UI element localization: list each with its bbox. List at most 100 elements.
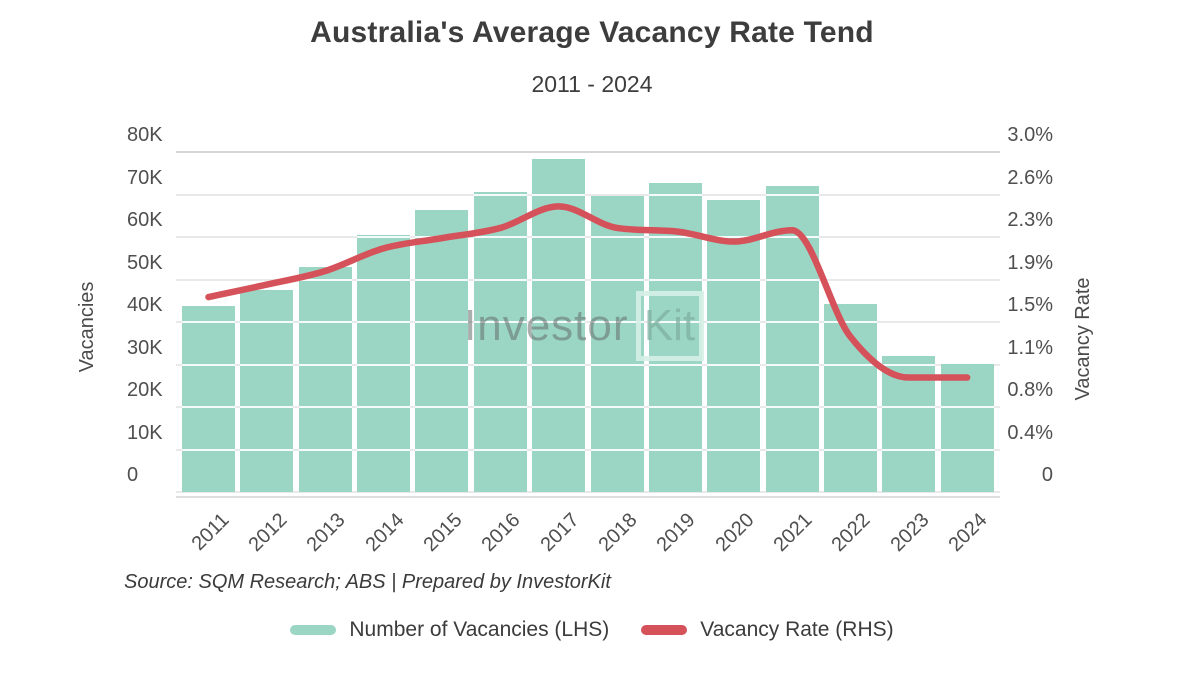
bar-gridline-stripe	[532, 321, 586, 323]
legend-item-vacancies: Number of Vacancies (LHS)	[290, 618, 609, 642]
bar-gridline-stripe	[473, 406, 527, 408]
legend: Number of Vacancies (LHS) Vacancy Rate (…	[0, 618, 1184, 642]
legend-swatch-line	[641, 625, 688, 635]
bar-gridline-stripe	[590, 278, 644, 281]
bar-gridline-stripe	[298, 363, 352, 366]
bar-gridline-stripe	[707, 278, 761, 281]
bar-gridline-stripe	[357, 278, 411, 281]
bar-gridline-stripe	[532, 193, 586, 196]
left-tick-label: 60K	[127, 209, 163, 231]
bar-gridline-stripe	[298, 448, 352, 451]
gridline	[176, 193, 1000, 196]
bar-gridline-stripe	[765, 363, 819, 366]
bar-gridline-stripe	[648, 448, 702, 451]
bar-gridline-stripe	[765, 448, 819, 451]
bar-gridline-stripe	[765, 193, 819, 196]
bar-2021	[765, 186, 819, 492]
gridline	[176, 236, 1000, 238]
bar-gridline-stripe	[707, 236, 761, 238]
bar-gridline-stripe	[240, 321, 294, 323]
gridline	[176, 491, 1000, 493]
bar-gridline-stripe	[940, 448, 994, 451]
bar-gridline-stripe	[648, 321, 702, 323]
bar-gridline-stripe	[357, 406, 411, 408]
right-tick-label: 0.4%	[1007, 421, 1053, 444]
bar-2014	[357, 234, 411, 492]
bar-2020	[707, 200, 761, 492]
bar-gridline-stripe	[823, 321, 877, 323]
left-axis-title: Vacancies	[76, 281, 98, 373]
gridline	[176, 321, 1000, 323]
right-tick-label: 3.0%	[1007, 124, 1053, 146]
bar-gridline-stripe	[707, 406, 761, 408]
bar-gridline-stripe	[707, 448, 761, 451]
vacancy-rate-line	[205, 203, 971, 381]
bar-gridline-stripe	[473, 363, 527, 366]
bar-gridline-stripe	[590, 406, 644, 408]
bar-gridline-stripe	[357, 236, 411, 238]
gridline	[176, 448, 1000, 451]
bar-gridline-stripe	[182, 406, 235, 408]
bar-gridline-stripe	[765, 236, 819, 238]
left-tick-label: 40K	[127, 294, 163, 316]
left-tick-label: 80K	[127, 124, 163, 146]
rate-line-path	[205, 203, 971, 381]
bar-gridline-stripe	[182, 321, 235, 323]
bar-gridline-stripe	[473, 236, 527, 238]
bar-gridline-stripe	[182, 363, 235, 366]
bar-gridline-stripe	[648, 193, 702, 196]
bar-gridline-stripe	[415, 363, 469, 366]
bar-gridline-stripe	[707, 321, 761, 323]
bar-gridline-stripe	[648, 278, 702, 281]
bar-gridline-stripe	[823, 448, 877, 451]
bar-gridline-stripe	[298, 406, 352, 408]
bar-gridline-stripe	[648, 236, 702, 238]
left-tick-label: 20K	[127, 379, 163, 401]
source-note: Source: SQM Research; ABS | Prepared by …	[124, 571, 611, 593]
left-tick-label: 0	[127, 464, 139, 486]
bar-2011	[182, 305, 235, 492]
bar-2016	[473, 191, 527, 492]
gridline	[176, 151, 1000, 153]
chart-subtitle: 2011 - 2024	[531, 71, 653, 97]
right-tick-label: 1.1%	[1007, 336, 1053, 359]
bar-gridline-stripe	[415, 321, 469, 323]
bar-gridline-stripe	[415, 278, 469, 281]
legend-item-rate: Vacancy Rate (RHS)	[641, 618, 894, 642]
bar-2017	[532, 158, 586, 492]
left-tick-label: 50K	[127, 251, 163, 274]
right-tick-label: 0	[1041, 464, 1053, 486]
bar-2024	[940, 364, 994, 492]
bar-gridline-stripe	[765, 321, 819, 323]
legend-swatch-bar	[290, 625, 337, 635]
bar-gridline-stripe	[940, 406, 994, 408]
bar-gridline-stripe	[532, 406, 586, 408]
chart-title: Australia's Average Vacancy Rate Tend	[310, 16, 874, 49]
bar-gridline-stripe	[765, 406, 819, 408]
gridline	[176, 363, 1000, 366]
bar-gridline-stripe	[415, 406, 469, 408]
bar-gridline-stripe	[590, 448, 644, 451]
gridline	[176, 278, 1000, 281]
right-tick-label: 2.3%	[1007, 209, 1053, 231]
right-axis-title: Vacancy Rate	[1072, 277, 1094, 401]
bar-gridline-stripe	[298, 278, 352, 281]
bar-gridline-stripe	[357, 448, 411, 451]
bar-gridline-stripe	[590, 236, 644, 238]
bar-gridline-stripe	[823, 363, 877, 366]
right-tick-label: 2.6%	[1007, 166, 1053, 189]
bar-gridline-stripe	[240, 448, 294, 451]
legend-label-rate: Vacancy Rate (RHS)	[700, 618, 894, 641]
bar-gridline-stripe	[473, 193, 527, 196]
bar-gridline-stripe	[532, 278, 586, 281]
bar-gridline-stripe	[765, 278, 819, 281]
bar-gridline-stripe	[532, 448, 586, 451]
bar-gridline-stripe	[357, 321, 411, 323]
bar-gridline-stripe	[357, 363, 411, 366]
bar-2012	[240, 290, 294, 492]
bar-gridline-stripe	[240, 406, 294, 408]
bar-gridline-stripe	[648, 406, 702, 408]
bar-gridline-stripe	[590, 321, 644, 323]
left-tick-label: 70K	[127, 166, 163, 189]
